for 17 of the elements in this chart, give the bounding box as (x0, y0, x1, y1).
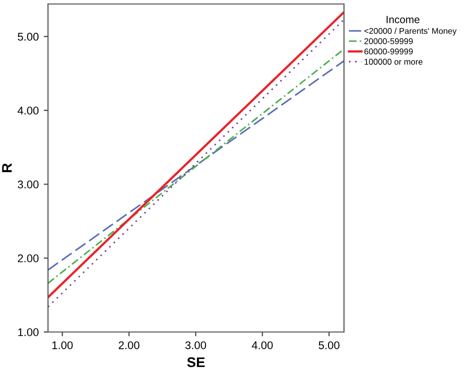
y-tick-label: 2.00 (18, 254, 39, 262)
x-tick-label: 1.00 (52, 341, 73, 350)
legend-label: 60000-99999 (364, 48, 413, 54)
x-tick-label: 4.00 (252, 341, 273, 350)
y-axis-title: R (2, 163, 12, 172)
y-tick-label: 5.00 (18, 32, 39, 41)
x-axis-title: SE (187, 357, 205, 368)
legend-label: 100000 or more (364, 58, 422, 65)
legend-title: Income (386, 16, 420, 24)
x-tick-label: 2.00 (118, 341, 140, 350)
y-tick-label: 1.00 (18, 328, 39, 336)
y-tick-label: 4.00 (18, 106, 39, 115)
legend-label: 20000-59999 (364, 38, 413, 44)
x-tick-label: 3.00 (185, 341, 206, 350)
x-tick-label: 5.00 (318, 341, 340, 350)
legend-label: <20000 / Parents' Money (364, 28, 457, 36)
y-tick-label: 3.00 (18, 180, 39, 188)
